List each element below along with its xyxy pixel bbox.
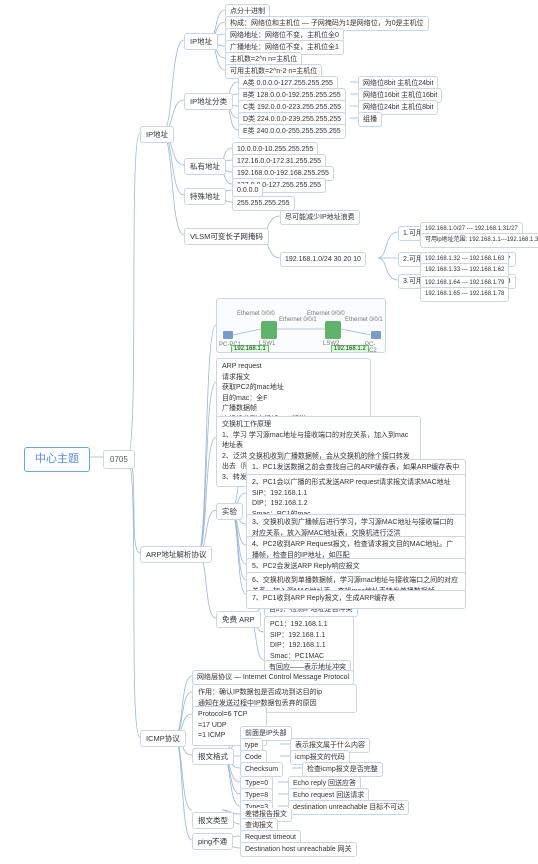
node-ip-addr[interactable]: IP地址 bbox=[184, 33, 218, 50]
icmp-format-row-r: 检查icmp报文是否完整 bbox=[302, 762, 383, 777]
vlsm-right-item: 192.168.1.65 --- 192.168.1.78 bbox=[420, 287, 509, 302]
icmp-type-row-r: destination unreachable 目标不可达 bbox=[288, 800, 409, 815]
node-vlsm[interactable]: VLSM可变长子网掩码 bbox=[184, 228, 269, 245]
node-icmp-msgtype[interactable]: 报文类型 bbox=[192, 812, 234, 829]
ip-class-row-r: 组播 bbox=[358, 112, 382, 127]
node-icmp[interactable]: ICMP协议 bbox=[140, 730, 186, 747]
node-icmp-format[interactable]: 报文格式 bbox=[192, 748, 234, 765]
node-ping[interactable]: ping不通 bbox=[192, 833, 233, 850]
special-item: 255.255.255.255 bbox=[232, 196, 295, 211]
root-node[interactable]: 中心主题 bbox=[24, 447, 90, 472]
node-private[interactable]: 私有地址 bbox=[184, 158, 226, 175]
eth-label: Ethernet 0/0/0 bbox=[237, 311, 275, 317]
icmp-full: 网络层协议 — Internet Control Message Protoco… bbox=[192, 670, 354, 685]
ping-item: Destination host unreachable 网关 bbox=[240, 842, 357, 857]
ip-class-row: E类 240.0.0.0-255.255.255.255 bbox=[238, 124, 346, 139]
icmp-format-row: Checksum bbox=[240, 762, 283, 777]
node-special[interactable]: 特殊地址 bbox=[184, 188, 226, 205]
node-ip[interactable]: IP地址 bbox=[140, 126, 174, 143]
node-ip-classes[interactable]: IP地址分类 bbox=[184, 93, 233, 110]
exp-item: 7、PC1收到ARP Reply报文，生成ARP缓存表 bbox=[246, 590, 466, 609]
eth-label: Ethernet 0/0/1 bbox=[279, 317, 317, 323]
node-date[interactable]: 0705 bbox=[103, 450, 135, 469]
arp-diagram: LSW1 LSW2 PC-PC1 PC-PC2 192.168.1.1 192.… bbox=[216, 298, 386, 353]
node-arp[interactable]: ARP地址解析协议 bbox=[140, 546, 212, 563]
eth-label: Ethernet 0/0/1 bbox=[345, 317, 383, 323]
vlsm-example: 192.168.1.0/24 30 20 10 bbox=[280, 252, 366, 267]
node-free-arp[interactable]: 免费 ARP bbox=[216, 611, 261, 628]
vlsm-note: 尽可能减少IP地址浪费 bbox=[280, 210, 360, 225]
eth-label: Ethernet 0/0/0 bbox=[307, 311, 345, 317]
vlsm-right-item: 可用ip地址范围: 192.168.1.1---192.168.1.30 bbox=[420, 233, 538, 248]
node-exp[interactable]: 实验 bbox=[216, 503, 243, 520]
